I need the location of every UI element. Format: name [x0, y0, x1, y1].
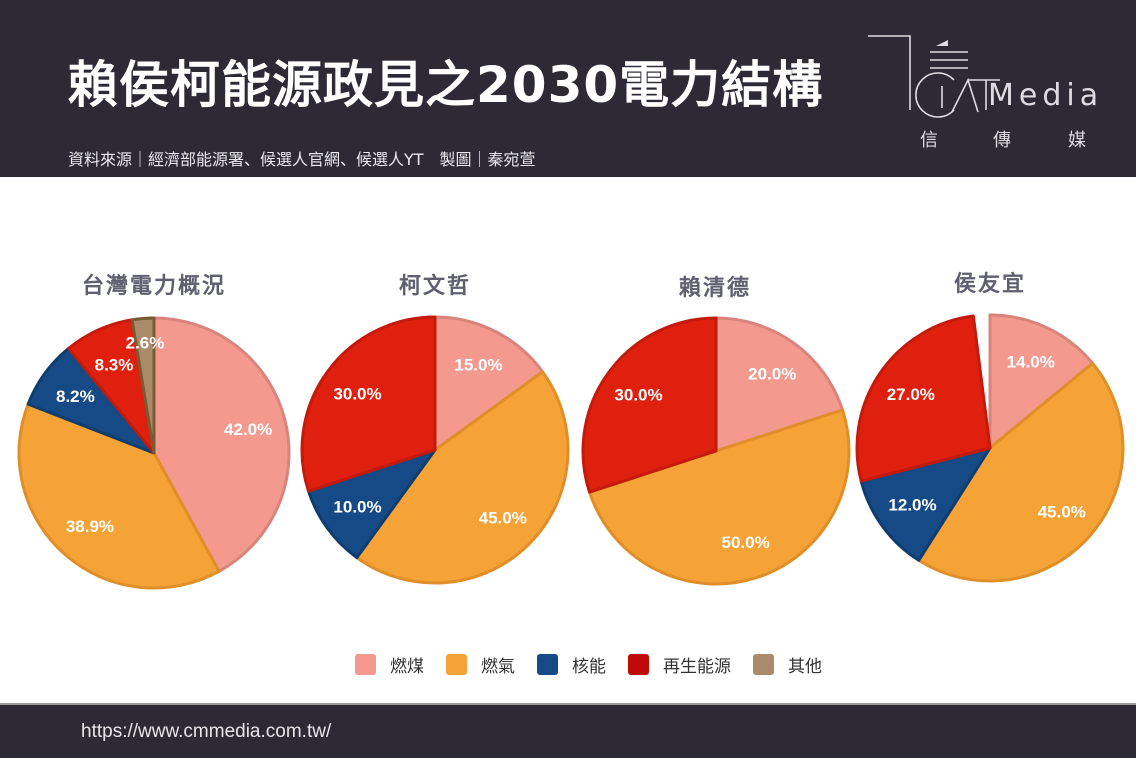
- pie-title-taiwan: 台灣電力概況: [81, 274, 226, 299]
- pie-slice: [130, 316, 156, 455]
- logo-mark-icon: [868, 35, 1000, 118]
- legend-label: 燃氣: [481, 657, 515, 677]
- pie-slice: [355, 370, 570, 585]
- header-banner: 賴侯柯能源政見之2030電力結構 資料來源｜經濟部能源署、候選人官網、候選人YT…: [0, 0, 1136, 177]
- slice-label: 12.0%: [888, 495, 936, 514]
- slice-label: 45.0%: [1038, 502, 1086, 521]
- legend-label: 燃煤: [390, 657, 424, 677]
- slice-label: 10.0%: [333, 497, 381, 516]
- pie-slice: [714, 316, 844, 453]
- pie-slice: [152, 316, 291, 573]
- pie-slice: [433, 315, 545, 452]
- legend-item: 其他: [753, 652, 822, 677]
- slice-label: 42.0%: [224, 420, 272, 439]
- pie-slice: [859, 446, 992, 562]
- source-credit: 資料來源｜經濟部能源署、候選人官網、候選人YT 製圖｜秦宛萱: [68, 150, 536, 169]
- slice-label: 38.9%: [66, 517, 114, 536]
- legend-item: 再生能源: [628, 652, 731, 677]
- slice-label: 8.3%: [95, 355, 134, 374]
- pie-charts: 42.0% 38.9% 8.2%8.3% 2.6% 15.0% 45.0% 10.0% 30.…: [17, 313, 1125, 590]
- slice-label: 8.2%: [56, 387, 95, 406]
- legend-item: 燃煤: [355, 652, 424, 677]
- legend-swatch: [355, 654, 376, 675]
- pie-slice: [17, 402, 221, 590]
- legend-item: 核能: [537, 652, 606, 677]
- legend-swatch: [537, 654, 558, 675]
- pie-slice: [588, 408, 851, 586]
- logo-char: 媒: [1068, 130, 1086, 151]
- slice-label: 27.0%: [887, 385, 935, 404]
- legend-swatch: [628, 654, 649, 675]
- slice-label: 20.0%: [748, 365, 796, 384]
- legend-swatch: [753, 654, 774, 675]
- slice-label: 2.6%: [126, 334, 165, 353]
- legend-label: 其他: [788, 657, 822, 677]
- slice-label: 15.0%: [454, 356, 502, 375]
- slice-label: 30.0%: [333, 385, 381, 404]
- logo-text: Media: [988, 78, 1104, 113]
- logo-char: 傳: [993, 130, 1011, 151]
- legend-label: 再生能源: [663, 657, 731, 677]
- pie-title-lai: 賴清德: [678, 276, 751, 301]
- pie-slice: [307, 448, 437, 560]
- logo-char: 信: [920, 130, 938, 151]
- pie-slice: [917, 361, 1125, 583]
- slice-label: 14.0%: [1007, 352, 1055, 371]
- slice-label: 50.0%: [721, 533, 769, 552]
- pie-slice: [300, 315, 437, 493]
- website-url[interactable]: https://www.cmmedia.com.tw/: [81, 721, 332, 742]
- legend-label: 核能: [572, 657, 606, 677]
- pie-slice: [988, 313, 1094, 450]
- page-title: 賴侯柯能源政見之2030電力結構: [68, 56, 824, 114]
- pie-title-ko: 柯文哲: [398, 274, 471, 299]
- footer-banner: https://www.cmmedia.com.tw/: [0, 703, 1136, 758]
- slice-label: 45.0%: [479, 509, 527, 528]
- cmmedia-logo: Media 信 傳 媒: [868, 30, 1108, 160]
- pie-slice: [855, 314, 992, 483]
- pie-slice: [581, 316, 718, 494]
- chart-legend: 燃煤 燃氣 核能 再生能源 其他: [355, 652, 844, 677]
- pie-title-hou: 侯友宜: [953, 272, 1026, 297]
- legend-item: 燃氣: [446, 652, 515, 677]
- slice-label: 30.0%: [614, 386, 662, 405]
- legend-swatch: [446, 654, 467, 675]
